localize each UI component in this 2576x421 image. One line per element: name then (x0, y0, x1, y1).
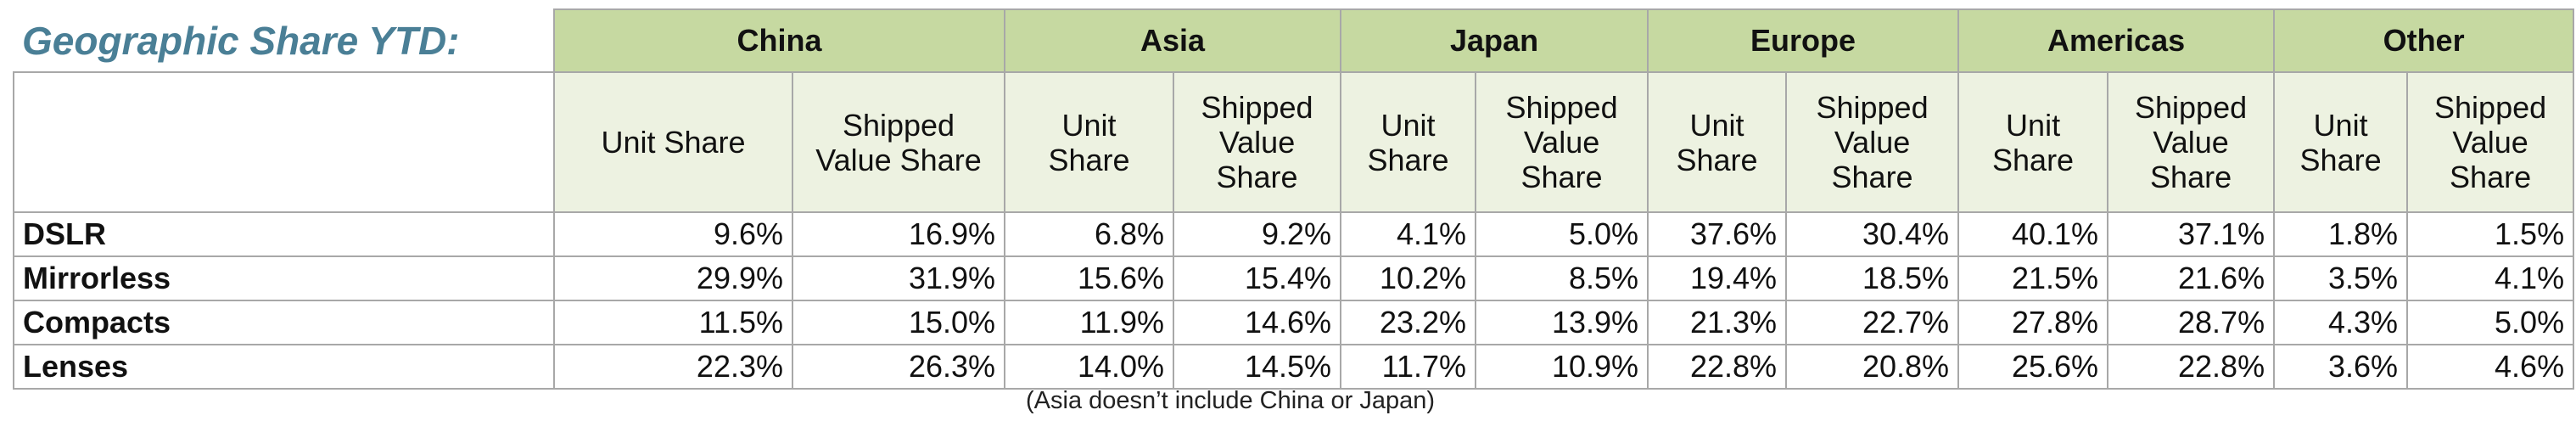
column-header: Shipped Value Share (1475, 71, 1649, 213)
value-cell: 29.9% (553, 255, 793, 301)
value-cell: 27.8% (1957, 300, 2109, 345)
value-cell: 10.2% (1340, 255, 1477, 301)
value-cell: 15.4% (1173, 255, 1342, 301)
value-cell: 21.6% (2107, 255, 2276, 301)
region-header: Europe (1647, 8, 1960, 73)
column-header: Unit Share (1004, 71, 1175, 213)
value-cell: 20.8% (1785, 344, 1960, 390)
row-label: Lenses (13, 344, 555, 390)
value-cell: 8.5% (1475, 255, 1649, 301)
region-header-row: Geographic Share YTD: China Asia Japan Europ… (14, 8, 2575, 73)
column-header: Unit Share (553, 71, 793, 213)
value-cell: 4.1% (2406, 255, 2575, 301)
data-row: Lenses 22.3% 26.3% 14.0% 14.5% 11.7% 10.9% 22.8… (13, 344, 2575, 390)
value-cell: 10.9% (1475, 344, 1649, 390)
value-cell: 22.8% (1647, 344, 1788, 390)
row-label: Mirrorless (13, 255, 555, 301)
column-header: Shipped Value Share (1785, 71, 1960, 213)
column-header: Shipped Value Share (2406, 71, 2575, 213)
value-cell: 5.0% (2406, 300, 2575, 345)
value-cell: 9.2% (1173, 211, 1342, 257)
blank-cell (13, 71, 555, 213)
column-header: Shipped Value Share (791, 71, 1006, 213)
value-cell: 15.0% (791, 300, 1006, 345)
column-header: Shipped Value Share (2107, 71, 2276, 213)
value-cell: 3.6% (2273, 344, 2409, 390)
data-row: DSLR 9.6% 16.9% 6.8% 9.2% 4.1% 5.0% 37.6% 30.4% 4… (13, 211, 2575, 257)
value-cell: 19.4% (1647, 255, 1788, 301)
column-header: Unit Share (1647, 71, 1788, 213)
value-cell: 18.5% (1785, 255, 1960, 301)
value-cell: 16.9% (791, 211, 1006, 257)
value-cell: 11.5% (553, 300, 793, 345)
value-cell: 31.9% (791, 255, 1006, 301)
value-cell: 30.4% (1785, 211, 1960, 257)
value-cell: 1.8% (2273, 211, 2409, 257)
value-cell: 15.6% (1004, 255, 1175, 301)
value-cell: 11.9% (1004, 300, 1175, 345)
region-header: Asia (1004, 8, 1342, 73)
value-cell: 40.1% (1957, 211, 2109, 257)
region-header: Japan (1340, 8, 1649, 73)
value-cell: 4.1% (1340, 211, 1477, 257)
value-cell: 4.3% (2273, 300, 2409, 345)
row-label: DSLR (13, 211, 555, 257)
value-cell: 22.3% (553, 344, 793, 390)
value-cell: 22.8% (2107, 344, 2276, 390)
row-label: Compacts (13, 300, 555, 345)
region-header: Americas (1957, 8, 2276, 73)
value-cell: 6.8% (1004, 211, 1175, 257)
value-cell: 28.7% (2107, 300, 2276, 345)
data-row: Mirrorless 29.9% 31.9% 15.6% 15.4% 10.2% 8.5% 1… (13, 255, 2575, 301)
value-cell: 3.5% (2273, 255, 2409, 301)
value-cell: 5.0% (1475, 211, 1649, 257)
value-cell: 23.2% (1340, 300, 1477, 345)
region-header: Other (2273, 8, 2575, 73)
value-cell: 37.1% (2107, 211, 2276, 257)
region-header: China (552, 8, 1006, 73)
column-header: Unit Share (1957, 71, 2109, 213)
value-cell: 25.6% (1957, 344, 2109, 390)
value-cell: 22.7% (1785, 300, 1960, 345)
footnote: (Asia doesn’t include China or Japan) (1026, 387, 1435, 414)
value-cell: 11.7% (1340, 344, 1477, 390)
column-header: Shipped Value Share (1173, 71, 1342, 213)
value-cell: 21.3% (1647, 300, 1788, 345)
table-title: Geographic Share YTD: (14, 9, 554, 73)
value-cell: 1.5% (2406, 211, 2575, 257)
column-header: Unit Share (2273, 71, 2409, 213)
value-cell: 14.0% (1004, 344, 1175, 390)
data-row: Compacts 11.5% 15.0% 11.9% 14.6% 23.2% 13.9% 21… (13, 300, 2575, 345)
value-cell: 14.5% (1173, 344, 1342, 390)
value-cell: 26.3% (791, 344, 1006, 390)
column-header-row: Unit Share Shipped Value Share Unit Share S… (13, 71, 2575, 213)
column-header: Unit Share (1340, 71, 1477, 213)
value-cell: 14.6% (1173, 300, 1342, 345)
value-cell: 13.9% (1475, 300, 1649, 345)
value-cell: 37.6% (1647, 211, 1788, 257)
value-cell: 21.5% (1957, 255, 2109, 301)
share-table: Geographic Share YTD: China Asia Japan Europ… (13, 8, 2575, 390)
value-cell: 4.6% (2406, 344, 2575, 390)
value-cell: 9.6% (553, 211, 793, 257)
